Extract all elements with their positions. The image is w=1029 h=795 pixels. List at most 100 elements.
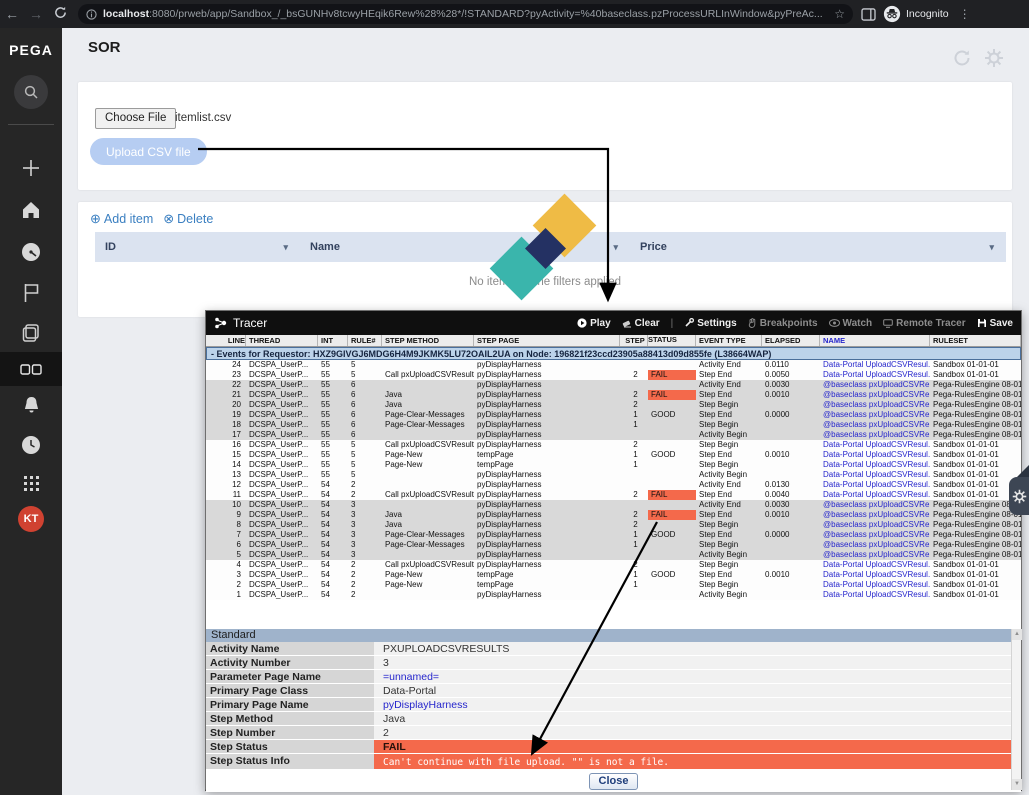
tracer-column-step-page[interactable]: STEP PAGE (474, 335, 620, 346)
tracer-row-13[interactable]: 13 DCSPA_UserP... 55 5 pyDisplayHarness Activ… (206, 470, 1021, 480)
chevron-down-icon[interactable]: ▾ (613, 241, 618, 252)
sidebar-item-notifications[interactable] (0, 388, 62, 422)
forward-icon[interactable]: → (29, 6, 43, 22)
cell-name[interactable]: @baseclass pxUploadCSVRe... (823, 430, 930, 439)
sidebar-item-create[interactable] (0, 151, 62, 185)
tracer-column-int[interactable]: INT (318, 335, 348, 346)
tracer-row-3[interactable]: 3 DCSPA_UserP... 54 2 Page-New tempPage 1 GOOD S… (206, 570, 1021, 580)
reload-icon[interactable] (48, 6, 72, 22)
tracer-toolbar-remote-tracer[interactable]: Remote Tracer (883, 318, 966, 329)
cell-name[interactable]: @baseclass pxUploadCSVRe... (823, 390, 930, 399)
cell-name[interactable]: Data-Portal UploadCSVResul... (823, 490, 930, 499)
cell-name[interactable]: Data-Portal UploadCSVResul... (823, 480, 930, 489)
info-icon[interactable] (86, 8, 97, 20)
property-value[interactable]: pyDisplayHarness (374, 698, 1021, 711)
tracer-row-20[interactable]: 20 DCSPA_UserP... 55 6 Java pyDisplayHarness 2… (206, 400, 1021, 410)
tracer-row-9[interactable]: 9 DCSPA_UserP... 54 3 Java pyDisplayHarness 2 F… (206, 510, 1021, 520)
cell-name[interactable]: Data-Portal UploadCSVResul... (823, 580, 930, 589)
tracer-column-name[interactable]: NAME (820, 335, 930, 346)
requestor-banner[interactable]: - Events for Requestor: HXZ9GIVGJ6MDG6H4… (206, 347, 1021, 360)
tracer-row-23[interactable]: 23 DCSPA_UserP... 55 5 Call pxUploadCSVResul… (206, 370, 1021, 380)
cell-name[interactable]: @baseclass pxUploadCSVRe... (823, 520, 930, 529)
property-value[interactable]: =unnamed= (374, 670, 1021, 683)
sidebar-item-files[interactable] (0, 316, 62, 350)
add-item-button[interactable]: ⊕ Add item (90, 211, 154, 226)
side-panel-icon[interactable] (861, 7, 876, 21)
back-icon[interactable]: ← (5, 6, 19, 22)
cell-name[interactable]: Data-Portal UploadCSVResul... (823, 450, 930, 459)
tracer-row-4[interactable]: 4 DCSPA_UserP... 54 2 Call pxUploadCSVResult… (206, 560, 1021, 570)
choose-file-button[interactable]: Choose File (95, 108, 177, 129)
tracer-column-rule-[interactable]: RULE# (348, 335, 382, 346)
sidebar-item-flag[interactable] (0, 276, 62, 310)
sidebar-item-search[interactable] (0, 70, 62, 114)
tracer-toolbar-settings[interactable]: Settings (684, 318, 737, 329)
tracer-row-16[interactable]: 16 DCSPA_UserP... 55 5 Call pxUploadCSVResul… (206, 440, 1021, 450)
runtime-toolbar-gear-tab[interactable] (1009, 477, 1029, 515)
tracer-row-24[interactable]: 24 DCSPA_UserP... 55 5 pyDisplayHarness Activ… (206, 360, 1021, 370)
scroll-down-icon[interactable]: ▼ (1012, 779, 1022, 790)
tracer-row-6[interactable]: 6 DCSPA_UserP... 54 3 Page-Clear-Messages pyD… (206, 540, 1021, 550)
cell-name[interactable]: Data-Portal UploadCSVResul... (823, 590, 930, 599)
cell-name[interactable]: Data-Portal UploadCSVResul... (823, 460, 930, 469)
menu-icon[interactable]: ⋮ (958, 7, 971, 21)
cell-name[interactable]: @baseclass pxUploadCSVRe... (823, 550, 930, 559)
upload-csv-button[interactable]: Upload CSV file (90, 138, 207, 165)
properties-scrollbar[interactable]: ▲ ▼ (1011, 629, 1022, 790)
cell-name[interactable]: Data-Portal UploadCSVResul... (823, 570, 930, 579)
address-bar[interactable]: localhost:8080/prweb/app/Sandbox_/_bsGUN… (78, 4, 853, 24)
chevron-down-icon[interactable]: ▾ (283, 241, 288, 252)
tracer-row-7[interactable]: 7 DCSPA_UserP... 54 3 Page-Clear-Messages pyD… (206, 530, 1021, 540)
tracer-column-elapsed[interactable]: ELAPSED (762, 335, 820, 346)
cell-name[interactable]: Data-Portal UploadCSVResul... (823, 440, 930, 449)
tracer-row-2[interactable]: 2 DCSPA_UserP... 54 2 Page-New tempPage 1 Step … (206, 580, 1021, 590)
tracer-toolbar-play[interactable]: Play (577, 318, 611, 329)
chevron-down-icon[interactable]: ▾ (989, 241, 994, 252)
sidebar-item-panels-active[interactable] (0, 352, 62, 386)
cell-name[interactable]: @baseclass pxUploadCSVRe... (823, 420, 930, 429)
tracer-row-17[interactable]: 17 DCSPA_UserP... 55 6 pyDisplayHarness Activ… (206, 430, 1021, 440)
tracer-row-12[interactable]: 12 DCSPA_UserP... 54 2 pyDisplayHarness Activ… (206, 480, 1021, 490)
scroll-up-icon[interactable]: ▲ (1012, 629, 1022, 640)
sidebar-item-home[interactable] (0, 192, 62, 226)
tracer-toolbar-breakpoints[interactable]: Breakpoints (748, 318, 818, 329)
tracer-toolbar-clear[interactable]: Clear (622, 318, 660, 329)
sidebar-item-recents[interactable] (0, 428, 62, 462)
tracer-toolbar-save[interactable]: Save (977, 318, 1013, 329)
tracer-row-15[interactable]: 15 DCSPA_UserP... 55 5 Page-New tempPage 1 GOOD… (206, 450, 1021, 460)
cell-name[interactable]: Data-Portal UploadCSVResul... (823, 470, 930, 479)
bookmark-star-icon[interactable]: ☆ (834, 7, 845, 21)
tracer-row-21[interactable]: 21 DCSPA_UserP... 55 6 Java pyDisplayHarness 2… (206, 390, 1021, 400)
tracer-column-status[interactable]: STATUS (648, 335, 696, 346)
tracer-row-18[interactable]: 18 DCSPA_UserP... 55 6 Page-Clear-Messages py… (206, 420, 1021, 430)
cell-name[interactable]: @baseclass pxUploadCSVRe... (823, 510, 930, 519)
cell-name[interactable]: @baseclass pxUploadCSVRe... (823, 500, 930, 509)
tracer-row-22[interactable]: 22 DCSPA_UserP... 55 6 pyDisplayHarness Activ… (206, 380, 1021, 390)
delete-item-button[interactable]: ⊗ Delete (163, 211, 214, 226)
tracer-column-step[interactable]: STEP (620, 335, 648, 346)
sidebar-item-dashboard[interactable] (0, 235, 62, 269)
cell-name[interactable]: @baseclass pxUploadCSVRe... (823, 380, 930, 389)
close-button[interactable]: Close (588, 772, 639, 790)
cell-name[interactable]: Data-Portal UploadCSVResul... (823, 560, 930, 569)
column-header-id[interactable]: ID ▾ (105, 241, 288, 253)
tracer-row-14[interactable]: 14 DCSPA_UserP... 55 5 Page-New tempPage 1 Step… (206, 460, 1021, 470)
sidebar-item-profile[interactable]: KT (0, 502, 62, 536)
cell-name[interactable]: @baseclass pxUploadCSVRe... (823, 400, 930, 409)
cell-name[interactable]: @baseclass pxUploadCSVRe... (823, 530, 930, 539)
sidebar-item-apps[interactable] (0, 466, 62, 500)
refresh-icon[interactable] (952, 48, 974, 70)
tracer-row-5[interactable]: 5 DCSPA_UserP... 54 3 pyDisplayHarness Activi… (206, 550, 1021, 560)
tracer-row-10[interactable]: 10 DCSPA_UserP... 54 3 pyDisplayHarness Activ… (206, 500, 1021, 510)
tracer-column-ruleset[interactable]: RULESET (930, 335, 1021, 346)
tracer-column-thread[interactable]: THREAD (246, 335, 318, 346)
tracer-row-19[interactable]: 19 DCSPA_UserP... 55 6 Page-Clear-Messages py… (206, 410, 1021, 420)
tracer-column-line[interactable]: LINE (206, 335, 246, 346)
cell-name[interactable]: @baseclass pxUploadCSVRe... (823, 540, 930, 549)
gear-icon[interactable] (984, 48, 1006, 70)
tracer-row-8[interactable]: 8 DCSPA_UserP... 54 3 Java pyDisplayHarness 2 S… (206, 520, 1021, 530)
cell-name[interactable]: @baseclass pxUploadCSVRe... (823, 410, 930, 419)
cell-name[interactable]: Data-Portal UploadCSVResul... (823, 370, 930, 379)
tracer-column-event-type[interactable]: EVENT TYPE (696, 335, 762, 346)
column-header-price[interactable]: Price ▾ (640, 241, 994, 253)
